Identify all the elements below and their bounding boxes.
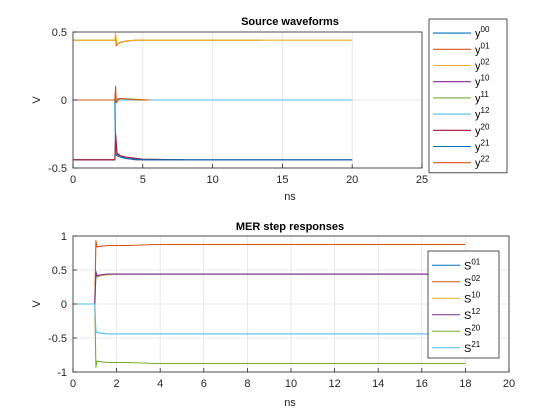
legend-entry: S20: [464, 323, 481, 338]
x-tick-label: 15: [276, 174, 288, 186]
series-line-y20: [73, 134, 185, 161]
x-tick-label: 18: [459, 378, 471, 390]
x-tick-label: 25: [416, 174, 428, 186]
y-tick-label: 0.5: [52, 265, 67, 277]
series-line-s12: [73, 272, 466, 305]
legend-box: [428, 18, 508, 174]
y-tick-label: -0.5: [48, 333, 67, 345]
x-tick-label: 2: [114, 378, 120, 390]
legend-entry: y01: [475, 41, 490, 56]
y-tick-label: 0: [61, 299, 67, 311]
x-tick-label: 10: [285, 378, 297, 390]
legend-entry: S01: [464, 257, 481, 272]
x-ticks: 0 2 4 6 8 10 12 14 16 18 20: [70, 368, 515, 390]
x-tick-label: 4: [157, 378, 163, 390]
chart-title: MER step responses: [236, 221, 344, 233]
source-waveforms-axes: 0 5 10 15 20 25 -0.500.5 Source waveforms ns …: [31, 16, 508, 203]
x-tick-label: 8: [244, 378, 250, 390]
y-ticks: -0.5 0 0.5: [48, 27, 77, 175]
series-lines: [73, 32, 353, 161]
x-tick-label: 10: [206, 174, 218, 186]
x-tick-label: 16: [416, 378, 428, 390]
chart-title: Source waveforms: [241, 16, 339, 28]
x-tick-label: 0: [70, 378, 76, 390]
legend-entry: y00: [475, 25, 490, 40]
legend-entry: y20: [475, 122, 490, 137]
x-axis-label: ns: [284, 397, 296, 409]
series-line-y22: [73, 85, 150, 104]
legend-entry: S12: [464, 307, 481, 322]
legend-entry: S02: [464, 274, 481, 289]
y-tick-label: -1: [57, 367, 67, 379]
x-ticks: 0 5 10 15 20 25: [70, 164, 428, 186]
x-tick-label: 12: [328, 378, 340, 390]
x-tick-label: 5: [140, 174, 146, 186]
series-line-s21: [73, 303, 466, 335]
series-lines: [73, 240, 466, 368]
x-tick-label: 20: [503, 378, 515, 390]
x-tick-label: 14: [372, 378, 384, 390]
legend-entry: S21: [464, 340, 481, 355]
mer-step-responses-axes: 0 2 4 6 8 10 12 14 16 18 20 -1 -0.5 0 0.5 1 MER step r…: [31, 221, 515, 409]
x-tick-label: 6: [201, 378, 207, 390]
y-tick-label: -0.5: [48, 163, 67, 175]
legend-entry: S10: [464, 290, 481, 305]
series-line-y02: [73, 32, 353, 45]
x-tick-label: 20: [346, 174, 358, 186]
legend-box: [427, 250, 500, 359]
y-axis-label: V: [31, 96, 43, 104]
x-axis-label: ns: [284, 191, 296, 203]
legend-entry: y02: [475, 58, 490, 73]
legend-entry: y21: [475, 139, 490, 154]
y-tick-label: 1: [61, 231, 67, 243]
legend-entry: y22: [475, 155, 490, 170]
y-tick-label: 0: [61, 95, 67, 107]
x-tick-label: 0: [70, 174, 76, 186]
y-axis-label: V: [31, 300, 43, 308]
series-line-y21: [73, 99, 353, 161]
y-ticks: -1 -0.5 0 0.5 1: [48, 231, 77, 379]
y-tick-label: 0.5: [52, 27, 67, 39]
legend-entry: y10: [475, 74, 490, 89]
legend-entry: y11: [475, 90, 489, 105]
legend-entry: y12: [475, 106, 490, 121]
